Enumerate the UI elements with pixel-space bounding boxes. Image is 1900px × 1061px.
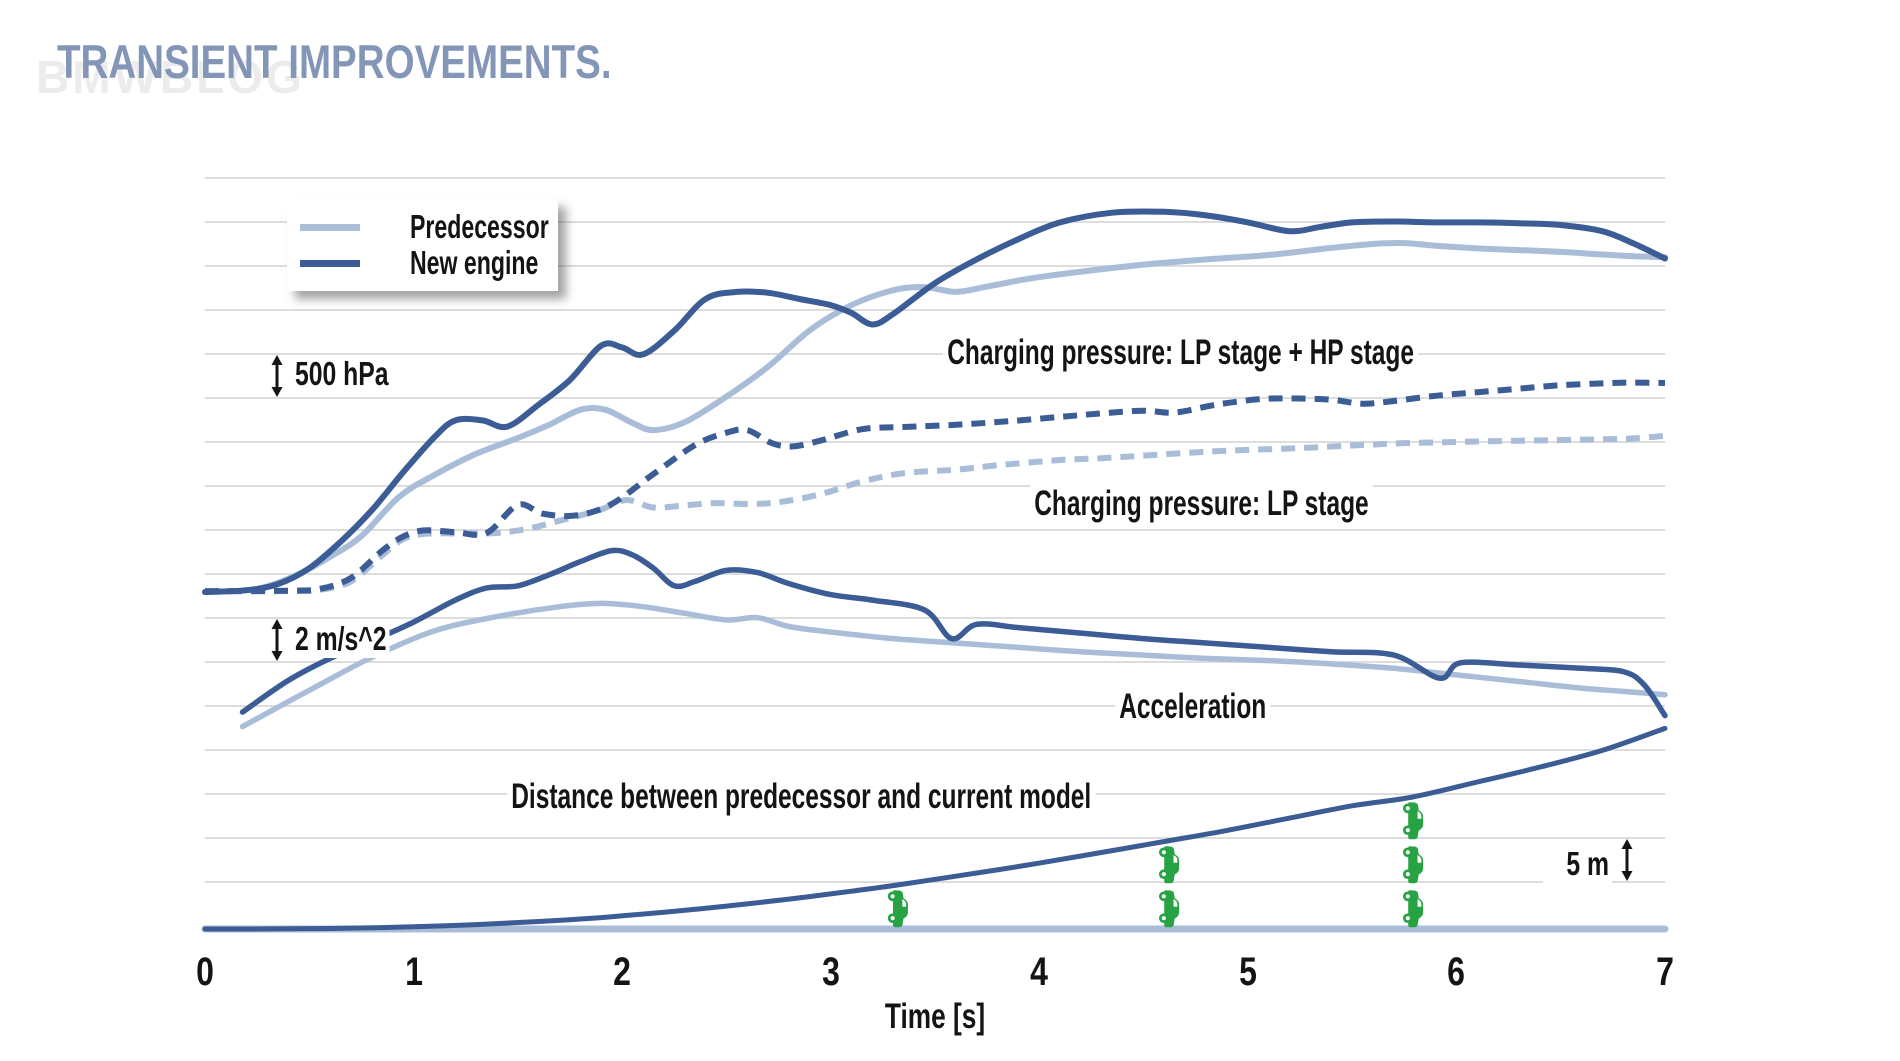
series-predecessor-lp-stage <box>204 432 1666 595</box>
car-icon <box>1158 890 1180 928</box>
predecessor-line-swatch <box>300 223 360 231</box>
new-engine-line-swatch <box>300 259 360 267</box>
label-charging-pressure-lp: Charging pressure: LP stage <box>1030 484 1373 525</box>
series-new-engine-acceleration <box>239 547 1668 719</box>
panel-charging_pressure <box>202 208 1668 595</box>
acceleration-scale-label: 2 m/s^2 <box>292 620 390 659</box>
x-tick-label: 6 <box>1447 950 1466 994</box>
label-charging-pressure-lp-hp: Charging pressure: LP stage + HP stage <box>943 333 1419 374</box>
car-icon <box>1402 846 1424 884</box>
car-icon <box>1402 890 1424 928</box>
x-tick-label: 4 <box>1030 950 1049 994</box>
label-distance: Distance between predecessor and current… <box>507 777 1096 818</box>
series-new-engine-lp-stage <box>204 379 1666 595</box>
legend-label-new-engine: New engine <box>410 244 539 281</box>
car-icon <box>1158 846 1180 884</box>
pressure-scale-label: 500 hPa <box>292 355 392 394</box>
range-arrow <box>271 355 283 397</box>
car-icon <box>887 890 908 928</box>
panel-distance <box>201 725 1669 933</box>
x-axis-title: Time [s] <box>884 997 986 1036</box>
series-distance-between-predecessor-and-current-model <box>202 725 1668 932</box>
legend-item-new-engine: New engine <box>300 244 558 281</box>
label-acceleration: Acceleration <box>1115 687 1271 728</box>
panel-acceleration <box>239 547 1668 730</box>
range-arrow <box>1621 839 1633 881</box>
legend: Predecessor New engine <box>287 199 558 291</box>
watermark: BMWBLOG <box>36 51 305 103</box>
x-tick-label: 5 <box>1238 950 1257 994</box>
x-tick-label: 1 <box>404 950 423 994</box>
legend-item-predecessor: Predecessor <box>300 208 558 245</box>
distance-scale-label: 5 m <box>1543 845 1612 884</box>
x-tick-label: 7 <box>1656 950 1674 994</box>
series-predecessor-lp-stage-hp-stage <box>202 240 1668 595</box>
series-predecessor-acceleration <box>239 600 1668 730</box>
series-new-engine-lp-stage-hp-stage <box>202 208 1668 595</box>
car-icon <box>1402 802 1424 840</box>
x-axis-ticks: 0 1 2 3 4 5 6 7 <box>0 950 1900 996</box>
x-tick-label: 3 <box>821 950 840 994</box>
x-tick-label: 0 <box>196 950 214 994</box>
range-arrow <box>271 619 283 661</box>
x-tick-label: 2 <box>613 950 631 994</box>
legend-label-predecessor: Predecessor <box>410 208 549 245</box>
page-title: TRANSIENT IMPROVEMENTS. <box>57 35 612 88</box>
